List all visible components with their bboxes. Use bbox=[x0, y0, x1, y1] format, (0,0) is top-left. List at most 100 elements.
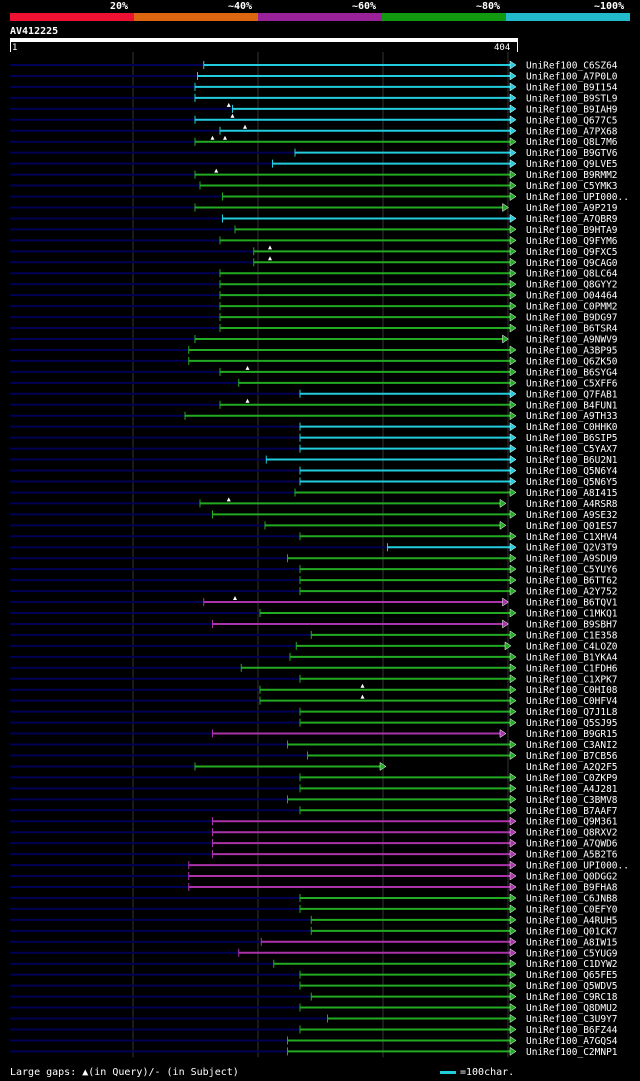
hit-row[interactable]: UniRef100_C1E358 bbox=[10, 630, 618, 641]
hit-row[interactable]: UniRef100_Q8LC64 bbox=[10, 269, 618, 280]
hit-row[interactable]: UniRef100_A2Q2F5 bbox=[10, 762, 618, 773]
hit-arrow-icon bbox=[509, 586, 517, 596]
hit-row[interactable]: UniRef100_Q8RXV2 bbox=[10, 828, 618, 839]
hit-row[interactable]: UniRef100_Q8L7M6 bbox=[10, 135, 618, 149]
hit-row[interactable]: UniRef100_C0HI08 bbox=[10, 683, 618, 697]
hit-row[interactable]: UniRef100_B6TT62 bbox=[10, 576, 618, 587]
hit-row[interactable]: UniRef100_B6SYG4 bbox=[10, 365, 618, 379]
hit-row[interactable]: UniRef100_Q8GYY2 bbox=[10, 280, 618, 291]
hit-row[interactable]: UniRef100_Q7FAB1 bbox=[10, 389, 618, 400]
hit-row[interactable]: UniRef100_A7PX68 bbox=[10, 124, 618, 137]
hit-row[interactable]: UniRef100_Q5SJ95 bbox=[10, 718, 618, 729]
hit-row[interactable]: UniRef100_B9RMM2 bbox=[10, 168, 618, 182]
hit-row[interactable]: UniRef100_Q01ES7 bbox=[10, 521, 618, 532]
hit-row[interactable]: UniRef100_C3ANI2 bbox=[10, 740, 618, 751]
hit-row[interactable]: UniRef100_Q5N6Y5 bbox=[10, 477, 618, 488]
hit-row[interactable]: UniRef100_C0ZKP9 bbox=[10, 773, 618, 784]
hit-row[interactable]: UniRef100_A7GQS4 bbox=[10, 1036, 618, 1047]
hit-row[interactable]: UniRef100_Q9FYM6 bbox=[10, 236, 618, 247]
hit-row[interactable]: UniRef100_Q9M361 bbox=[10, 817, 618, 828]
hit-row[interactable]: UniRef100_A4J281 bbox=[10, 784, 618, 795]
hit-row[interactable]: UniRef100_B9DG97 bbox=[10, 313, 618, 324]
query-gap-marker-icon bbox=[268, 256, 272, 261]
hit-row[interactable]: UniRef100_B9IAH9 bbox=[10, 102, 618, 116]
hit-row[interactable]: UniRef100_B6U2N1 bbox=[10, 455, 618, 466]
hit-row[interactable]: UniRef100_Q6ZK50 bbox=[10, 356, 618, 367]
hit-row[interactable]: UniRef100_Q5WDV5 bbox=[10, 981, 618, 992]
hit-row[interactable]: UniRef100_A4RSR8 bbox=[10, 497, 618, 510]
hit-row[interactable]: UniRef100_B7CB56 bbox=[10, 751, 618, 762]
hit-row[interactable]: UniRef100_Q677C5 bbox=[10, 113, 618, 127]
hit-row[interactable]: UniRef100_B9FHA8 bbox=[10, 883, 618, 894]
hit-row[interactable]: UniRef100_UPI000.. bbox=[10, 192, 629, 203]
hit-label: UniRef100_C5YAX7 bbox=[526, 444, 618, 455]
hit-row[interactable]: UniRef100_A8I415 bbox=[10, 488, 618, 499]
hit-row[interactable]: UniRef100_B6SIP5 bbox=[10, 433, 618, 444]
hit-row[interactable]: UniRef100_A7QBR9 bbox=[10, 214, 618, 225]
hit-row[interactable]: UniRef100_A7QWD6 bbox=[10, 839, 618, 850]
hit-row[interactable]: UniRef100_C3U9Y7 bbox=[10, 1014, 618, 1025]
hit-row[interactable]: UniRef100_C0PMM2 bbox=[10, 302, 618, 313]
hit-row[interactable]: UniRef100_C2MNP1 bbox=[10, 1047, 618, 1058]
hit-row[interactable]: UniRef100_Q0DGG2 bbox=[10, 872, 618, 883]
hit-row[interactable]: UniRef100_A9P219 bbox=[10, 203, 618, 214]
hit-row[interactable]: UniRef100_Q65FE5 bbox=[10, 970, 618, 981]
hit-row[interactable]: UniRef100_B1YKA4 bbox=[10, 652, 618, 663]
hit-row[interactable]: UniRef100_B4FUN1 bbox=[10, 398, 618, 412]
hit-row[interactable]: UniRef100_A4RUH5 bbox=[10, 915, 618, 926]
hit-row[interactable]: UniRef100_A7P0L0 bbox=[10, 71, 618, 82]
hit-row[interactable]: UniRef100_C5YAX7 bbox=[10, 444, 618, 455]
hit-row[interactable]: UniRef100_C5XFF6 bbox=[10, 378, 618, 389]
hit-row[interactable]: UniRef100_C5YMK3 bbox=[10, 181, 618, 192]
hit-row[interactable]: UniRef100_A9SE32 bbox=[10, 510, 618, 521]
hit-row[interactable]: UniRef100_B9GR15 bbox=[10, 729, 618, 740]
query-gap-marker-icon bbox=[226, 102, 231, 107]
hit-row[interactable]: UniRef100_Q7J1L8 bbox=[10, 707, 618, 718]
hit-row[interactable]: UniRef100_O04464 bbox=[10, 291, 618, 302]
hit-row[interactable]: UniRef100_Q9CAG0 bbox=[10, 256, 618, 269]
hit-label: UniRef100_A9NWV9 bbox=[526, 335, 618, 346]
hit-label: UniRef100_B6TQV1 bbox=[526, 598, 618, 609]
hit-row[interactable]: UniRef100_B9HTA9 bbox=[10, 225, 618, 236]
hit-row[interactable]: UniRef100_A9NWV9 bbox=[10, 335, 618, 346]
hit-row[interactable]: UniRef100_UPI000.. bbox=[10, 861, 629, 872]
hit-row[interactable]: UniRef100_A9TH33 bbox=[10, 411, 618, 422]
hit-row[interactable]: UniRef100_Q9LVE5 bbox=[10, 159, 618, 170]
hit-arrow-icon bbox=[509, 948, 517, 958]
hit-row[interactable]: UniRef100_A8IW15 bbox=[10, 937, 618, 948]
hit-row[interactable]: UniRef100_B6TSR4 bbox=[10, 324, 618, 335]
hit-row[interactable]: UniRef100_Q8DMU2 bbox=[10, 1003, 618, 1014]
hit-row[interactable]: UniRef100_B9I154 bbox=[10, 82, 618, 93]
hit-row[interactable]: UniRef100_C1MKQ1 bbox=[10, 609, 618, 620]
hit-row[interactable]: UniRef100_A3BP95 bbox=[10, 345, 618, 356]
hit-row[interactable]: UniRef100_C1FDH6 bbox=[10, 663, 618, 674]
hit-arrow-icon bbox=[509, 422, 517, 432]
hit-row[interactable]: UniRef100_Q5N6Y4 bbox=[10, 466, 618, 477]
hit-row[interactable]: UniRef100_C3BMV8 bbox=[10, 795, 618, 806]
hit-row[interactable]: UniRef100_C6SZ64 bbox=[10, 61, 618, 72]
hit-row[interactable]: UniRef100_B9GTV6 bbox=[10, 148, 618, 159]
hit-row[interactable]: UniRef100_B6FZ44 bbox=[10, 1025, 618, 1036]
hit-row[interactable]: UniRef100_C1XPK7 bbox=[10, 674, 618, 685]
hit-row[interactable]: UniRef100_Q01CK7 bbox=[10, 926, 618, 937]
hit-row[interactable]: UniRef100_C0HFV4 bbox=[10, 694, 618, 708]
hit-row[interactable]: UniRef100_A5B2T6 bbox=[10, 850, 618, 861]
hit-label: UniRef100_B9IAH9 bbox=[526, 104, 618, 115]
hit-row[interactable]: UniRef100_B9SBH7 bbox=[10, 619, 618, 630]
hit-row[interactable]: UniRef100_C0EFY0 bbox=[10, 904, 618, 915]
hit-row[interactable]: UniRef100_C6JNB8 bbox=[10, 893, 618, 904]
hit-row[interactable]: UniRef100_A2Y752 bbox=[10, 587, 618, 598]
hit-row[interactable]: UniRef100_B7AAF7 bbox=[10, 806, 618, 817]
hit-row[interactable]: UniRef100_C4LOZ0 bbox=[10, 641, 618, 652]
hit-row[interactable]: UniRef100_Q9FXC5 bbox=[10, 245, 618, 258]
hit-row[interactable]: UniRef100_C1DYW2 bbox=[10, 959, 618, 970]
hit-row[interactable]: UniRef100_Q2V3T9 bbox=[10, 543, 618, 554]
hit-row[interactable]: UniRef100_B9STL9 bbox=[10, 93, 618, 104]
hit-row[interactable]: UniRef100_A9SDU9 bbox=[10, 554, 618, 565]
hit-row[interactable]: UniRef100_C1XHV4 bbox=[10, 532, 618, 543]
hit-row[interactable]: UniRef100_B6TQV1 bbox=[10, 596, 618, 609]
hit-row[interactable]: UniRef100_C5YUY6 bbox=[10, 565, 618, 576]
hit-row[interactable]: UniRef100_C5YUG9 bbox=[10, 948, 618, 959]
hit-row[interactable]: UniRef100_C0HHK0 bbox=[10, 422, 618, 433]
hit-row[interactable]: UniRef100_C9RC18 bbox=[10, 992, 618, 1003]
